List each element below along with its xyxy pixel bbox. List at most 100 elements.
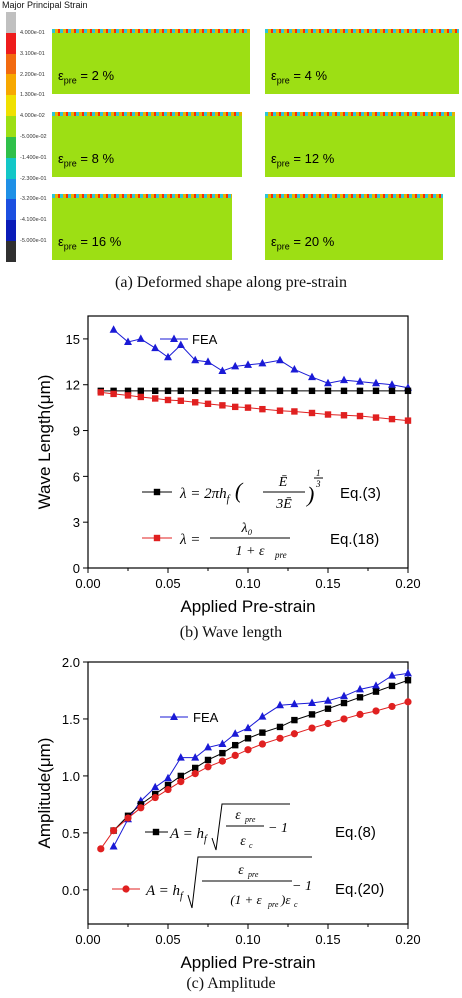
fraction-den: ε [240,834,246,849]
data-point [97,845,105,853]
series-line [113,672,409,847]
colorbar-swatch [6,157,16,179]
data-point [372,707,380,715]
x-tick-label: 0.10 [235,576,260,591]
y-tick-label: 1.0 [62,769,80,784]
y-tick-label: 15 [66,332,80,347]
data-point [164,387,172,395]
data-point [177,778,185,786]
sqrt-sign [211,803,290,851]
legend-eq8: Eq.(8) [335,824,376,841]
data-point [372,387,380,395]
data-point [137,804,145,812]
data-point [151,793,159,802]
minus-one: − 1 [292,879,312,894]
x-tick-label: 0.10 [235,932,260,947]
colorbar-tick-label: 1.300e-01 [20,92,45,99]
x-tick-label: 0.00 [75,932,100,947]
data-point [372,688,380,695]
data-point [308,724,316,732]
data-point [164,352,172,361]
data-point [192,399,199,406]
data-point [109,842,118,850]
fraction-den: )ε [280,892,291,907]
colorbar-tick-label: -5.000e-02 [20,134,47,140]
data-point [204,357,212,365]
legend-eq3: Eq.(3) [340,485,381,502]
series-line [113,329,409,389]
data-point [259,729,266,736]
x-tick-label: 0.05 [155,932,180,947]
panel-label: εpre = 4 % [271,68,328,86]
data-point [204,763,212,771]
colorbar-tick-label: -2.300e-01 [20,175,47,182]
data-point [192,764,199,772]
x-tick-label: 0.15 [315,576,340,591]
colorbar-title: Major Principal Strain [2,0,88,10]
fraction-num: Ē [278,474,288,490]
colorbar-swatch [6,220,16,242]
data-point [219,749,226,757]
series-line [113,679,409,831]
data-point [244,404,252,411]
paren: ) [305,482,314,507]
colorbar-tick-label: -1.400e-01 [20,154,47,161]
data-point [340,691,348,700]
panel-label: εpre = 8 % [58,151,115,169]
x-tick-label: 0.00 [75,576,100,591]
data-point [136,334,145,342]
data-point [308,372,316,381]
data-point [244,723,252,732]
colorbar-swatch [6,241,16,262]
colorbar-tick-label: -3.200e-01 [20,196,47,203]
data-point [340,412,348,419]
data-point [218,366,227,374]
data-point [356,694,364,701]
fraction-sub: c [294,900,298,909]
colorbar-swatch [6,199,16,221]
data-point [137,393,144,401]
data-point [124,814,132,822]
equation-20: A = hf [145,883,184,902]
data-point [244,387,252,395]
colorbar-swatch [6,178,16,200]
data-point [324,411,332,418]
colorbar-swatch [6,116,16,137]
legend-eq18: Eq.(18) [330,531,379,548]
equation-8: A = hf [169,826,208,845]
data-point [258,740,266,748]
data-point [191,355,200,364]
fraction-sub: pre [244,815,256,824]
data-point [388,380,396,388]
data-point [151,782,160,791]
data-point [176,340,185,349]
y-tick-label: 0.5 [62,826,80,841]
data-point [122,885,130,893]
data-point [276,700,284,709]
data-point [372,681,380,689]
data-point [218,739,227,748]
colorbar [6,12,16,262]
data-point [324,387,332,395]
colorbar-tick-label: -5.000e-01 [20,238,47,244]
data-point [340,387,348,395]
data-point [232,741,239,749]
data-point [356,412,364,420]
data-point [324,696,332,704]
sqrt-sign [187,856,312,909]
x-tick-label: 0.05 [155,576,180,591]
data-point [356,387,364,395]
y-tick-label: 2.0 [62,655,80,670]
data-point [308,409,316,417]
data-point [97,389,104,396]
colorbar-tick-label: -4.100e-01 [20,217,47,224]
data-point [276,387,284,395]
exponent-num: 1 [316,468,321,478]
data-point [356,377,364,385]
data-point [177,397,184,404]
fraction-sub: pre [274,550,287,560]
colorbar-tick-label: 4.000e-01 [20,30,45,36]
data-point [191,770,199,778]
data-point [259,387,266,395]
data-point [340,699,348,707]
